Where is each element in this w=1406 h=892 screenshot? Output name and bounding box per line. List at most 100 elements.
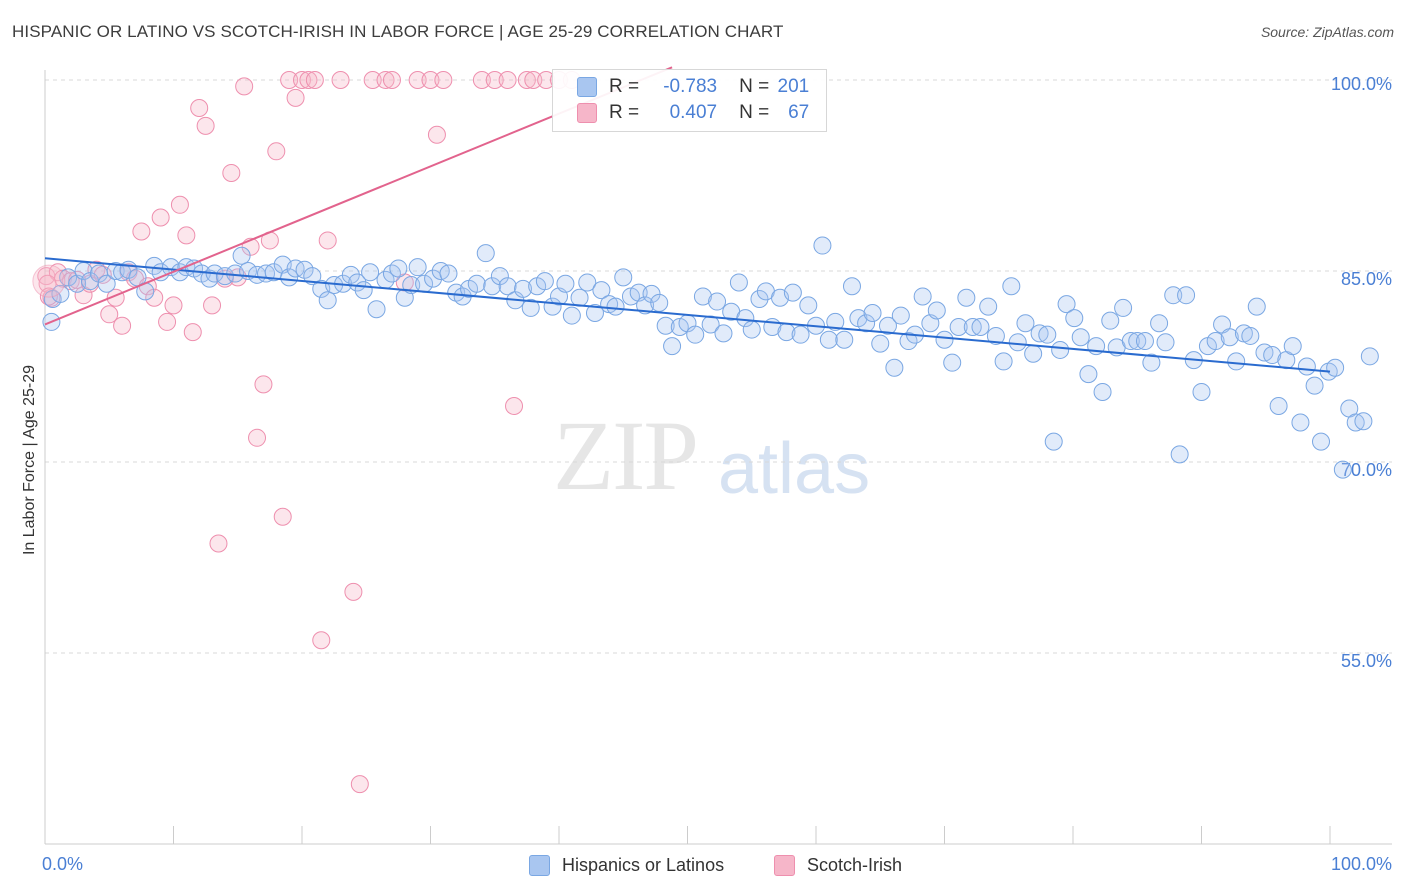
hispanic-point: [1093, 382, 1112, 401]
hispanic-point: [439, 264, 458, 283]
hispanic-point: [1263, 346, 1282, 365]
scotch-irish-point: [209, 534, 228, 553]
hispanic-point: [498, 277, 517, 296]
hispanic-point: [1283, 337, 1302, 356]
scotch-irish-point: [164, 296, 183, 315]
hispanic-point: [899, 332, 918, 351]
hispanic-point: [1291, 413, 1310, 432]
hispanic-point: [476, 244, 495, 263]
hispanic-point: [1220, 328, 1239, 347]
hispanic-point: [341, 265, 360, 284]
hispanic-point: [994, 352, 1013, 371]
hispanic-point: [663, 337, 682, 356]
hispanic-point: [1051, 340, 1070, 359]
hispanic-point: [913, 287, 932, 306]
hispanic-point: [1101, 311, 1120, 330]
hispanic-point: [891, 306, 910, 325]
hispanic-point: [863, 304, 882, 323]
hispanic-point: [200, 269, 219, 288]
hispanic-point: [556, 274, 575, 293]
scotch-irish-point: [100, 305, 119, 324]
scotch-irish-point: [203, 296, 222, 315]
scotch-irish-point: [170, 195, 189, 214]
legend-swatch-pink: [577, 103, 597, 123]
hispanic-point: [927, 301, 946, 320]
legend-swatch-pink: [774, 854, 795, 876]
hispanic-point: [361, 263, 380, 282]
x-tick-label: 100.0%: [1331, 854, 1392, 874]
scotch-irish-point: [177, 226, 196, 245]
scotch-irish-point: [273, 507, 292, 526]
hispanic-point: [318, 291, 337, 310]
hispanic-point: [742, 320, 761, 339]
hispanic-point: [1121, 332, 1140, 351]
hispanic-point: [467, 274, 486, 293]
hispanic-point: [1150, 314, 1169, 333]
hispanic-point: [957, 288, 976, 307]
y-tick-label: 55.0%: [1341, 651, 1392, 671]
legend-label: Hispanics or Latinos: [562, 854, 725, 875]
legend-n-value: 67: [788, 102, 810, 123]
legend-swatch-blue: [577, 77, 597, 97]
scotch-irish-point: [498, 71, 517, 89]
hispanic-point: [535, 272, 554, 291]
hispanic-point: [389, 259, 408, 278]
hispanic-point: [971, 318, 990, 337]
legend-swatch-blue: [529, 854, 550, 876]
scotch-irish-point: [408, 71, 427, 89]
hispanic-point: [354, 281, 373, 300]
hispanic-point: [708, 292, 727, 311]
scotch-irish-point: [421, 71, 440, 89]
hispanic-trend-line: [44, 257, 1331, 373]
hispanic-point: [986, 326, 1005, 345]
hispanic-point: [736, 309, 755, 328]
hispanic-point: [286, 259, 305, 278]
scotch-irish-point: [32, 264, 66, 298]
hispanic-point: [592, 281, 611, 300]
hispanic-point: [1002, 277, 1021, 296]
hispanic-point: [232, 246, 251, 265]
hispanic-point: [949, 318, 968, 337]
hispanic-point: [1177, 286, 1196, 305]
legend-r-label: R =: [609, 102, 640, 123]
hispanic-point: [826, 312, 845, 331]
legend-row-scotch-irish: R = 0.407 N = 67: [577, 100, 809, 126]
legend-n-label: N =: [739, 76, 770, 97]
hispanic-point: [614, 268, 633, 287]
scotch-irish-point: [113, 316, 132, 335]
hispanic-point: [1128, 332, 1147, 351]
hispanic-point: [514, 279, 533, 298]
hispanic-point: [1038, 325, 1057, 344]
hispanic-point: [1333, 460, 1352, 479]
watermark-zip: ZIP: [553, 400, 699, 511]
hispanic-point: [979, 297, 998, 316]
scotch-irish-point: [344, 582, 363, 601]
hispanic-point: [714, 324, 733, 343]
scotch-irish-point: [505, 396, 524, 415]
hispanic-point: [835, 330, 854, 349]
scotch-irish-point: [299, 71, 318, 89]
hispanic-point: [570, 288, 589, 307]
hispanic-point: [59, 268, 78, 287]
scotch-irish-point: [151, 208, 170, 227]
y-tick-label: 85.0%: [1341, 269, 1392, 289]
scotch-irish-point: [293, 71, 311, 89]
hispanic-point: [1057, 295, 1076, 314]
hispanic-point: [606, 297, 625, 316]
scotch-irish-point: [190, 99, 209, 118]
hispanic-point: [1071, 328, 1090, 347]
hispanic-point: [1312, 432, 1331, 451]
hispanic-point: [693, 287, 712, 306]
hispanic-point: [97, 274, 116, 293]
hispanic-point: [367, 300, 386, 319]
scotch-irish-point: [286, 88, 305, 107]
hispanic-point: [813, 236, 832, 255]
hispanic-point: [1079, 365, 1098, 384]
legend-n-value: 201: [777, 76, 810, 97]
legend-r-value: -0.783: [663, 76, 718, 97]
scotch-irish-point: [472, 71, 491, 89]
hispanic-point: [1142, 353, 1161, 372]
hispanic-point: [1227, 352, 1246, 371]
scotch-irish-point: [267, 142, 286, 161]
hispanic-point: [878, 316, 897, 335]
